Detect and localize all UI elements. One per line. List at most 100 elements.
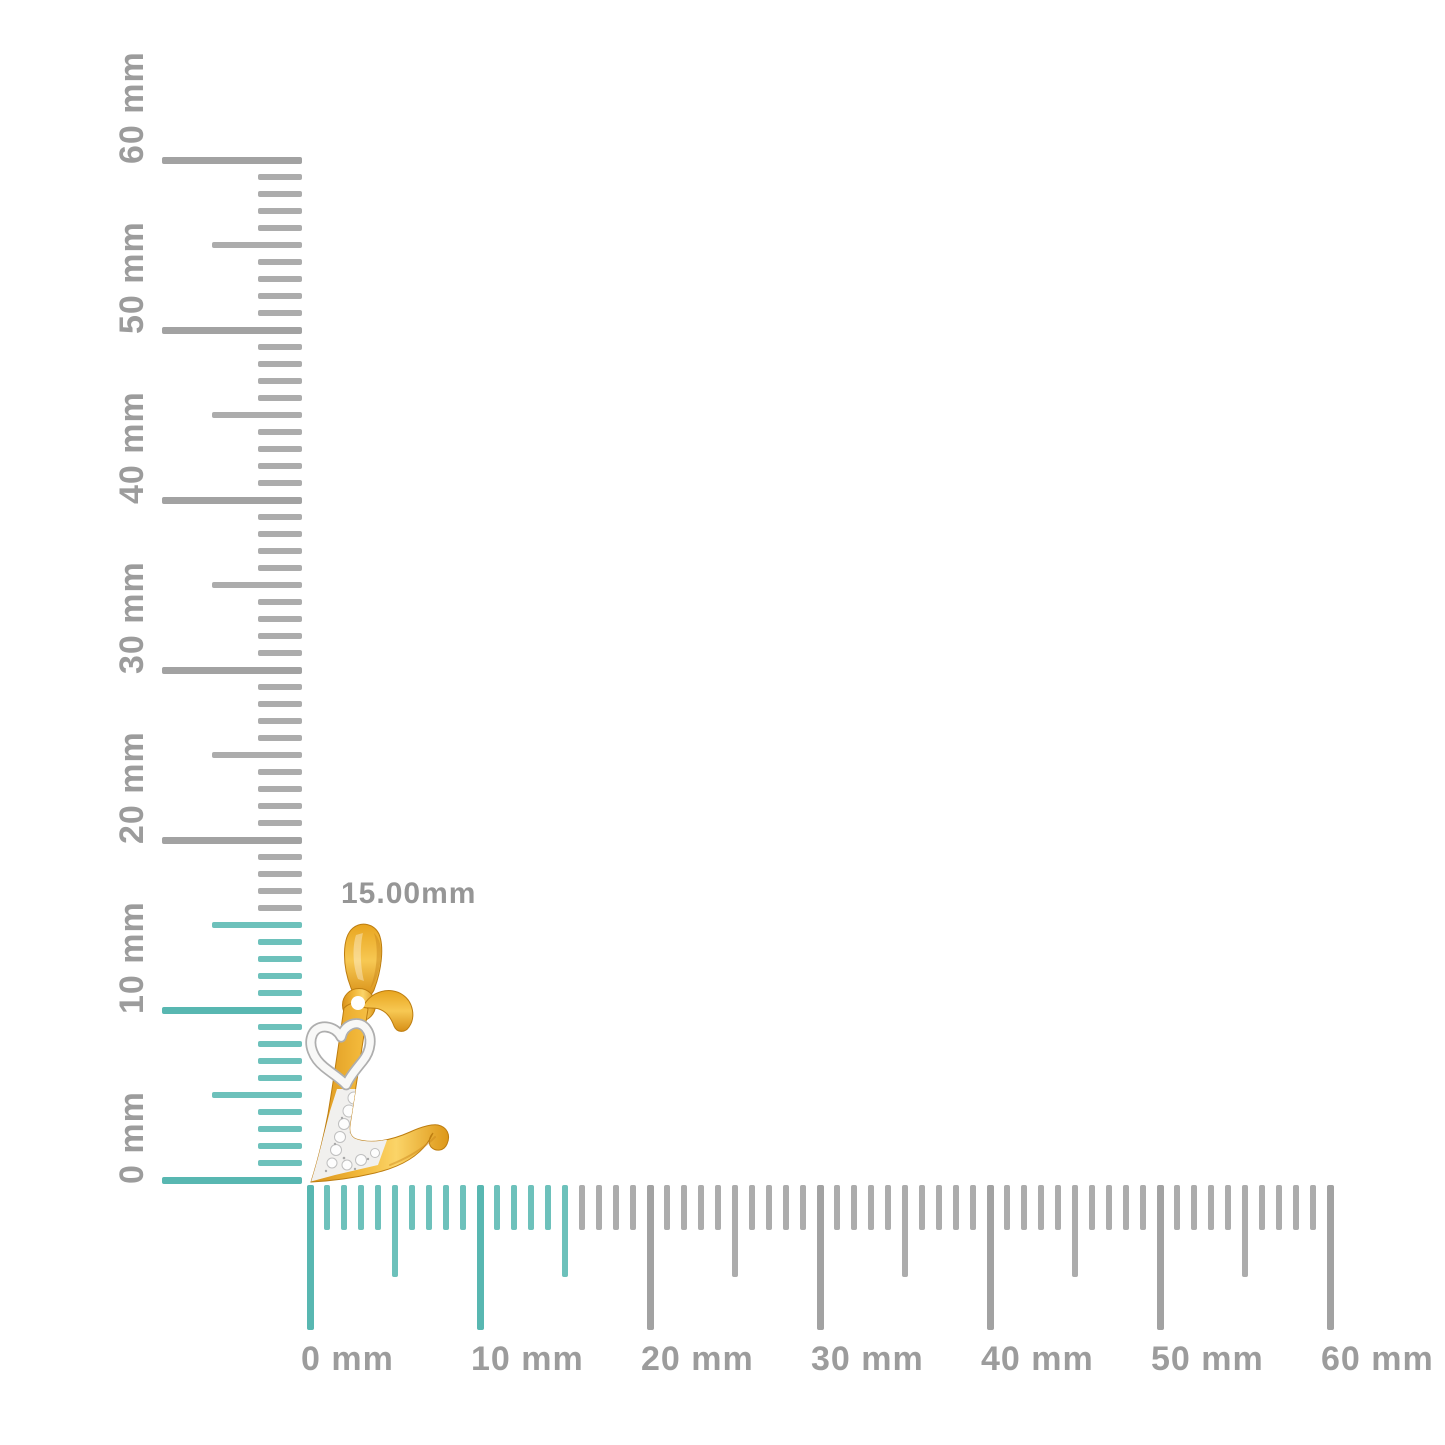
horizontal-ruler-tick — [1089, 1185, 1095, 1230]
vertical-ruler-tick — [162, 836, 302, 844]
vertical-ruler-tick — [212, 242, 302, 248]
vertical-ruler-tick — [212, 1092, 302, 1098]
vertical-ruler-tick — [258, 446, 302, 452]
horizontal-ruler-tick — [834, 1185, 840, 1230]
horizontal-ruler-tick — [902, 1185, 908, 1277]
vertical-ruler-tick — [162, 1176, 302, 1184]
horizontal-ruler-label: 0 mm — [301, 1340, 394, 1378]
horizontal-ruler-tick — [306, 1185, 314, 1330]
vertical-ruler-tick — [258, 531, 302, 537]
vertical-ruler-label: 50 mm — [113, 221, 151, 334]
horizontal-ruler-tick — [1208, 1185, 1214, 1230]
horizontal-ruler-label: 30 mm — [811, 1340, 924, 1378]
horizontal-ruler-tick — [1276, 1185, 1282, 1230]
horizontal-ruler-tick — [851, 1185, 857, 1230]
vertical-ruler-label: 10 mm — [113, 901, 151, 1014]
pave-diamonds — [311, 1089, 387, 1182]
pendant-bail — [344, 923, 383, 999]
vertical-ruler-tick — [258, 599, 302, 605]
horizontal-ruler-tick — [646, 1185, 654, 1330]
vertical-ruler-tick — [258, 616, 302, 622]
horizontal-ruler-tick — [1242, 1185, 1248, 1277]
horizontal-ruler-tick — [613, 1185, 619, 1230]
vertical-ruler-tick — [258, 718, 302, 724]
vertical-ruler-tick — [258, 769, 302, 775]
vertical-ruler-tick — [258, 803, 302, 809]
horizontal-ruler-label: 40 mm — [981, 1340, 1094, 1378]
horizontal-ruler-tick — [1106, 1185, 1112, 1230]
vertical-ruler-tick — [258, 735, 302, 741]
vertical-ruler-tick — [212, 752, 302, 758]
vertical-ruler-tick — [258, 378, 302, 384]
vertical-ruler-tick — [258, 429, 302, 435]
vertical-ruler-tick — [258, 684, 302, 690]
vertical-ruler-label: 20 mm — [113, 731, 151, 844]
horizontal-ruler-tick — [783, 1185, 789, 1230]
horizontal-ruler-tick — [936, 1185, 942, 1230]
vertical-ruler-tick — [258, 225, 302, 231]
horizontal-ruler-label: 20 mm — [641, 1340, 754, 1378]
horizontal-ruler-tick — [630, 1185, 636, 1230]
vertical-ruler-tick — [258, 548, 302, 554]
vertical-ruler-tick — [258, 191, 302, 197]
vertical-ruler-tick — [258, 276, 302, 282]
vertical-ruler-tick — [258, 888, 302, 894]
horizontal-ruler-tick — [1021, 1185, 1027, 1230]
vertical-ruler-label: 40 mm — [113, 391, 151, 504]
horizontal-ruler-tick — [698, 1185, 704, 1230]
vertical-ruler-tick — [258, 344, 302, 350]
horizontal-ruler-tick — [715, 1185, 721, 1230]
vertical-ruler-tick — [258, 174, 302, 180]
horizontal-ruler-tick — [885, 1185, 891, 1230]
horizontal-ruler-tick — [1174, 1185, 1180, 1230]
horizontal-ruler-tick — [562, 1185, 568, 1277]
vertical-ruler-tick — [258, 480, 302, 486]
vertical-ruler-tick — [258, 650, 302, 656]
horizontal-ruler-tick — [494, 1185, 500, 1230]
horizontal-ruler-tick — [392, 1185, 398, 1277]
horizontal-ruler-tick — [1310, 1185, 1316, 1230]
vertical-ruler-tick — [212, 582, 302, 588]
vertical-ruler-tick — [162, 1006, 302, 1014]
vertical-ruler-label: 60 mm — [113, 51, 151, 164]
horizontal-ruler-tick — [970, 1185, 976, 1230]
tail-shading — [389, 1136, 436, 1166]
vertical-ruler-label: 30 mm — [113, 561, 151, 674]
ring-hole — [351, 996, 365, 1010]
horizontal-ruler-tick — [1225, 1185, 1231, 1230]
horizontal-ruler-tick — [1326, 1185, 1334, 1330]
vertical-ruler-tick — [258, 871, 302, 877]
horizontal-ruler-tick — [596, 1185, 602, 1230]
horizontal-ruler-tick — [1123, 1185, 1129, 1230]
vertical-ruler-tick — [258, 854, 302, 860]
horizontal-ruler-tick — [664, 1185, 670, 1230]
vertical-ruler-tick — [258, 701, 302, 707]
vertical-ruler-tick — [258, 905, 302, 911]
dimension-label: 15.00mm — [341, 877, 477, 910]
horizontal-ruler-tick — [953, 1185, 959, 1230]
vertical-ruler-tick — [258, 820, 302, 826]
vertical-ruler-tick — [258, 786, 302, 792]
horizontal-ruler-tick — [1259, 1185, 1265, 1230]
vertical-ruler-tick — [162, 156, 302, 164]
horizontal-ruler-tick — [545, 1185, 551, 1230]
horizontal-ruler-tick — [1072, 1185, 1078, 1277]
horizontal-ruler-tick — [579, 1185, 585, 1230]
vertical-ruler-tick — [162, 496, 302, 504]
horizontal-ruler-tick — [749, 1185, 755, 1230]
horizontal-ruler-tick — [766, 1185, 772, 1230]
vertical-ruler-tick — [258, 208, 302, 214]
horizontal-ruler-tick — [1004, 1185, 1010, 1230]
horizontal-ruler-tick — [528, 1185, 534, 1230]
horizontal-ruler-label: 10 mm — [471, 1340, 584, 1378]
horizontal-ruler-label: 60 mm — [1321, 1340, 1434, 1378]
vertical-ruler-label: 0 mm — [113, 1091, 151, 1184]
vertical-ruler-tick — [258, 395, 302, 401]
horizontal-ruler-tick — [1293, 1185, 1299, 1230]
horizontal-ruler-tick — [681, 1185, 687, 1230]
horizontal-ruler-tick — [816, 1185, 824, 1330]
vertical-ruler-tick — [258, 633, 302, 639]
